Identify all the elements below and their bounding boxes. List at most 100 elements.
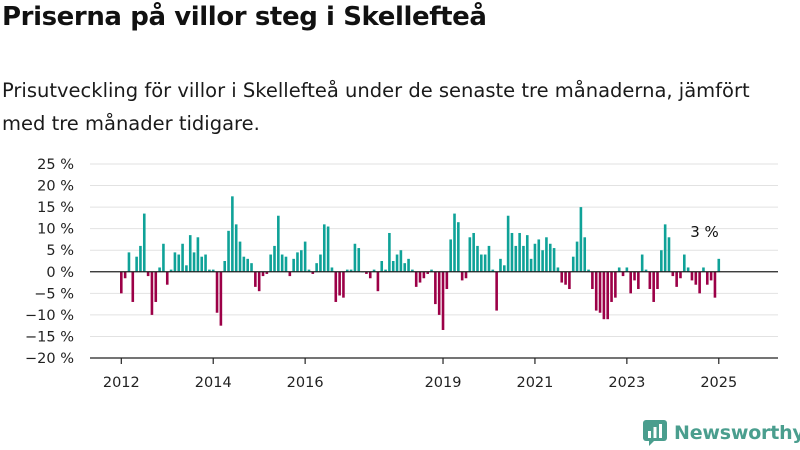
bar bbox=[564, 271, 567, 285]
bar bbox=[296, 252, 299, 272]
bar bbox=[414, 271, 418, 287]
bar bbox=[173, 252, 177, 272]
newsworthy-logo: Newsworthy bbox=[642, 418, 800, 448]
bar bbox=[407, 258, 410, 272]
bar bbox=[418, 271, 422, 283]
bar bbox=[556, 267, 560, 272]
bar bbox=[598, 271, 602, 313]
bar bbox=[280, 254, 284, 272]
bar bbox=[568, 271, 571, 290]
bar bbox=[579, 207, 583, 272]
bar bbox=[652, 271, 655, 302]
bar bbox=[495, 271, 498, 311]
x-tick-label: 2014 bbox=[195, 375, 232, 391]
bar bbox=[234, 224, 238, 272]
bar bbox=[165, 271, 169, 285]
bar bbox=[644, 269, 648, 272]
bar bbox=[480, 254, 483, 272]
bar bbox=[284, 256, 288, 272]
bar bbox=[648, 271, 652, 290]
bar bbox=[188, 235, 192, 272]
bar bbox=[250, 263, 253, 272]
y-tick-label: −10 % bbox=[25, 308, 74, 324]
bar bbox=[120, 271, 123, 294]
bar bbox=[483, 254, 487, 272]
x-tick-label: 2023 bbox=[608, 375, 645, 391]
bar bbox=[686, 267, 690, 272]
bar bbox=[437, 271, 441, 315]
bar bbox=[621, 271, 625, 277]
bar bbox=[292, 258, 295, 272]
y-tick-label: −15 % bbox=[25, 329, 74, 345]
bar bbox=[522, 245, 525, 272]
bar bbox=[196, 237, 200, 272]
bar bbox=[663, 224, 667, 272]
bar bbox=[583, 237, 587, 272]
bar bbox=[391, 261, 395, 272]
bar bbox=[395, 254, 399, 272]
y-tick-label: 10 % bbox=[37, 222, 74, 238]
bar bbox=[541, 250, 544, 272]
bar bbox=[602, 271, 606, 320]
bar bbox=[158, 267, 161, 272]
bar bbox=[334, 271, 338, 302]
bar bbox=[349, 269, 353, 272]
bar bbox=[476, 245, 479, 272]
bar bbox=[441, 271, 445, 330]
bar bbox=[591, 271, 594, 290]
bar bbox=[514, 245, 518, 272]
bar bbox=[326, 226, 330, 272]
x-tick-label: 2016 bbox=[287, 375, 324, 391]
bar bbox=[560, 271, 564, 283]
bar bbox=[322, 224, 326, 272]
bar bbox=[472, 232, 475, 272]
bar bbox=[177, 254, 181, 272]
bar bbox=[468, 237, 472, 272]
bar bbox=[671, 271, 675, 277]
bar bbox=[368, 271, 372, 279]
x-tick-label: 2019 bbox=[425, 375, 462, 391]
bar bbox=[667, 237, 671, 272]
bar bbox=[300, 250, 303, 272]
bar bbox=[162, 243, 165, 272]
bar bbox=[380, 261, 384, 272]
y-tick-label: 20 % bbox=[37, 179, 74, 195]
bar bbox=[403, 263, 407, 272]
bar bbox=[713, 271, 717, 298]
bar bbox=[606, 271, 610, 320]
bar bbox=[487, 245, 491, 272]
y-tick-label: −5 % bbox=[34, 286, 74, 302]
bar bbox=[552, 248, 556, 272]
bar bbox=[491, 269, 495, 272]
bar bbox=[675, 271, 678, 287]
bar bbox=[127, 252, 131, 272]
chart-subtitle: Prisutveckling för villor i Skellefteå u… bbox=[2, 79, 750, 135]
y-tick-label: 25 % bbox=[37, 157, 74, 173]
annotations: 3 % bbox=[690, 223, 719, 241]
bar bbox=[525, 235, 529, 272]
bar bbox=[629, 271, 632, 294]
bar bbox=[533, 243, 537, 272]
bars bbox=[120, 196, 721, 330]
bar bbox=[518, 232, 521, 272]
bar bbox=[614, 271, 617, 298]
bar bbox=[399, 250, 403, 272]
chart-title: Priserna på villor steg i Skellefteå bbox=[2, 2, 487, 32]
bar bbox=[545, 237, 548, 272]
bar bbox=[709, 271, 713, 281]
x-tick-label: 2025 bbox=[700, 375, 737, 391]
bar bbox=[510, 232, 514, 272]
bar bbox=[430, 269, 433, 272]
bar bbox=[288, 271, 292, 277]
y-tick-label: 5 % bbox=[46, 243, 74, 259]
bar bbox=[181, 243, 184, 272]
logo-wordmark: Newsworthy bbox=[674, 422, 800, 444]
bar bbox=[231, 196, 234, 272]
bar bbox=[434, 271, 437, 305]
bar bbox=[372, 269, 376, 272]
y-tick-label: 15 % bbox=[37, 200, 74, 216]
bar bbox=[342, 271, 345, 298]
bar bbox=[353, 243, 357, 272]
bar bbox=[208, 269, 211, 272]
bar bbox=[529, 258, 533, 272]
